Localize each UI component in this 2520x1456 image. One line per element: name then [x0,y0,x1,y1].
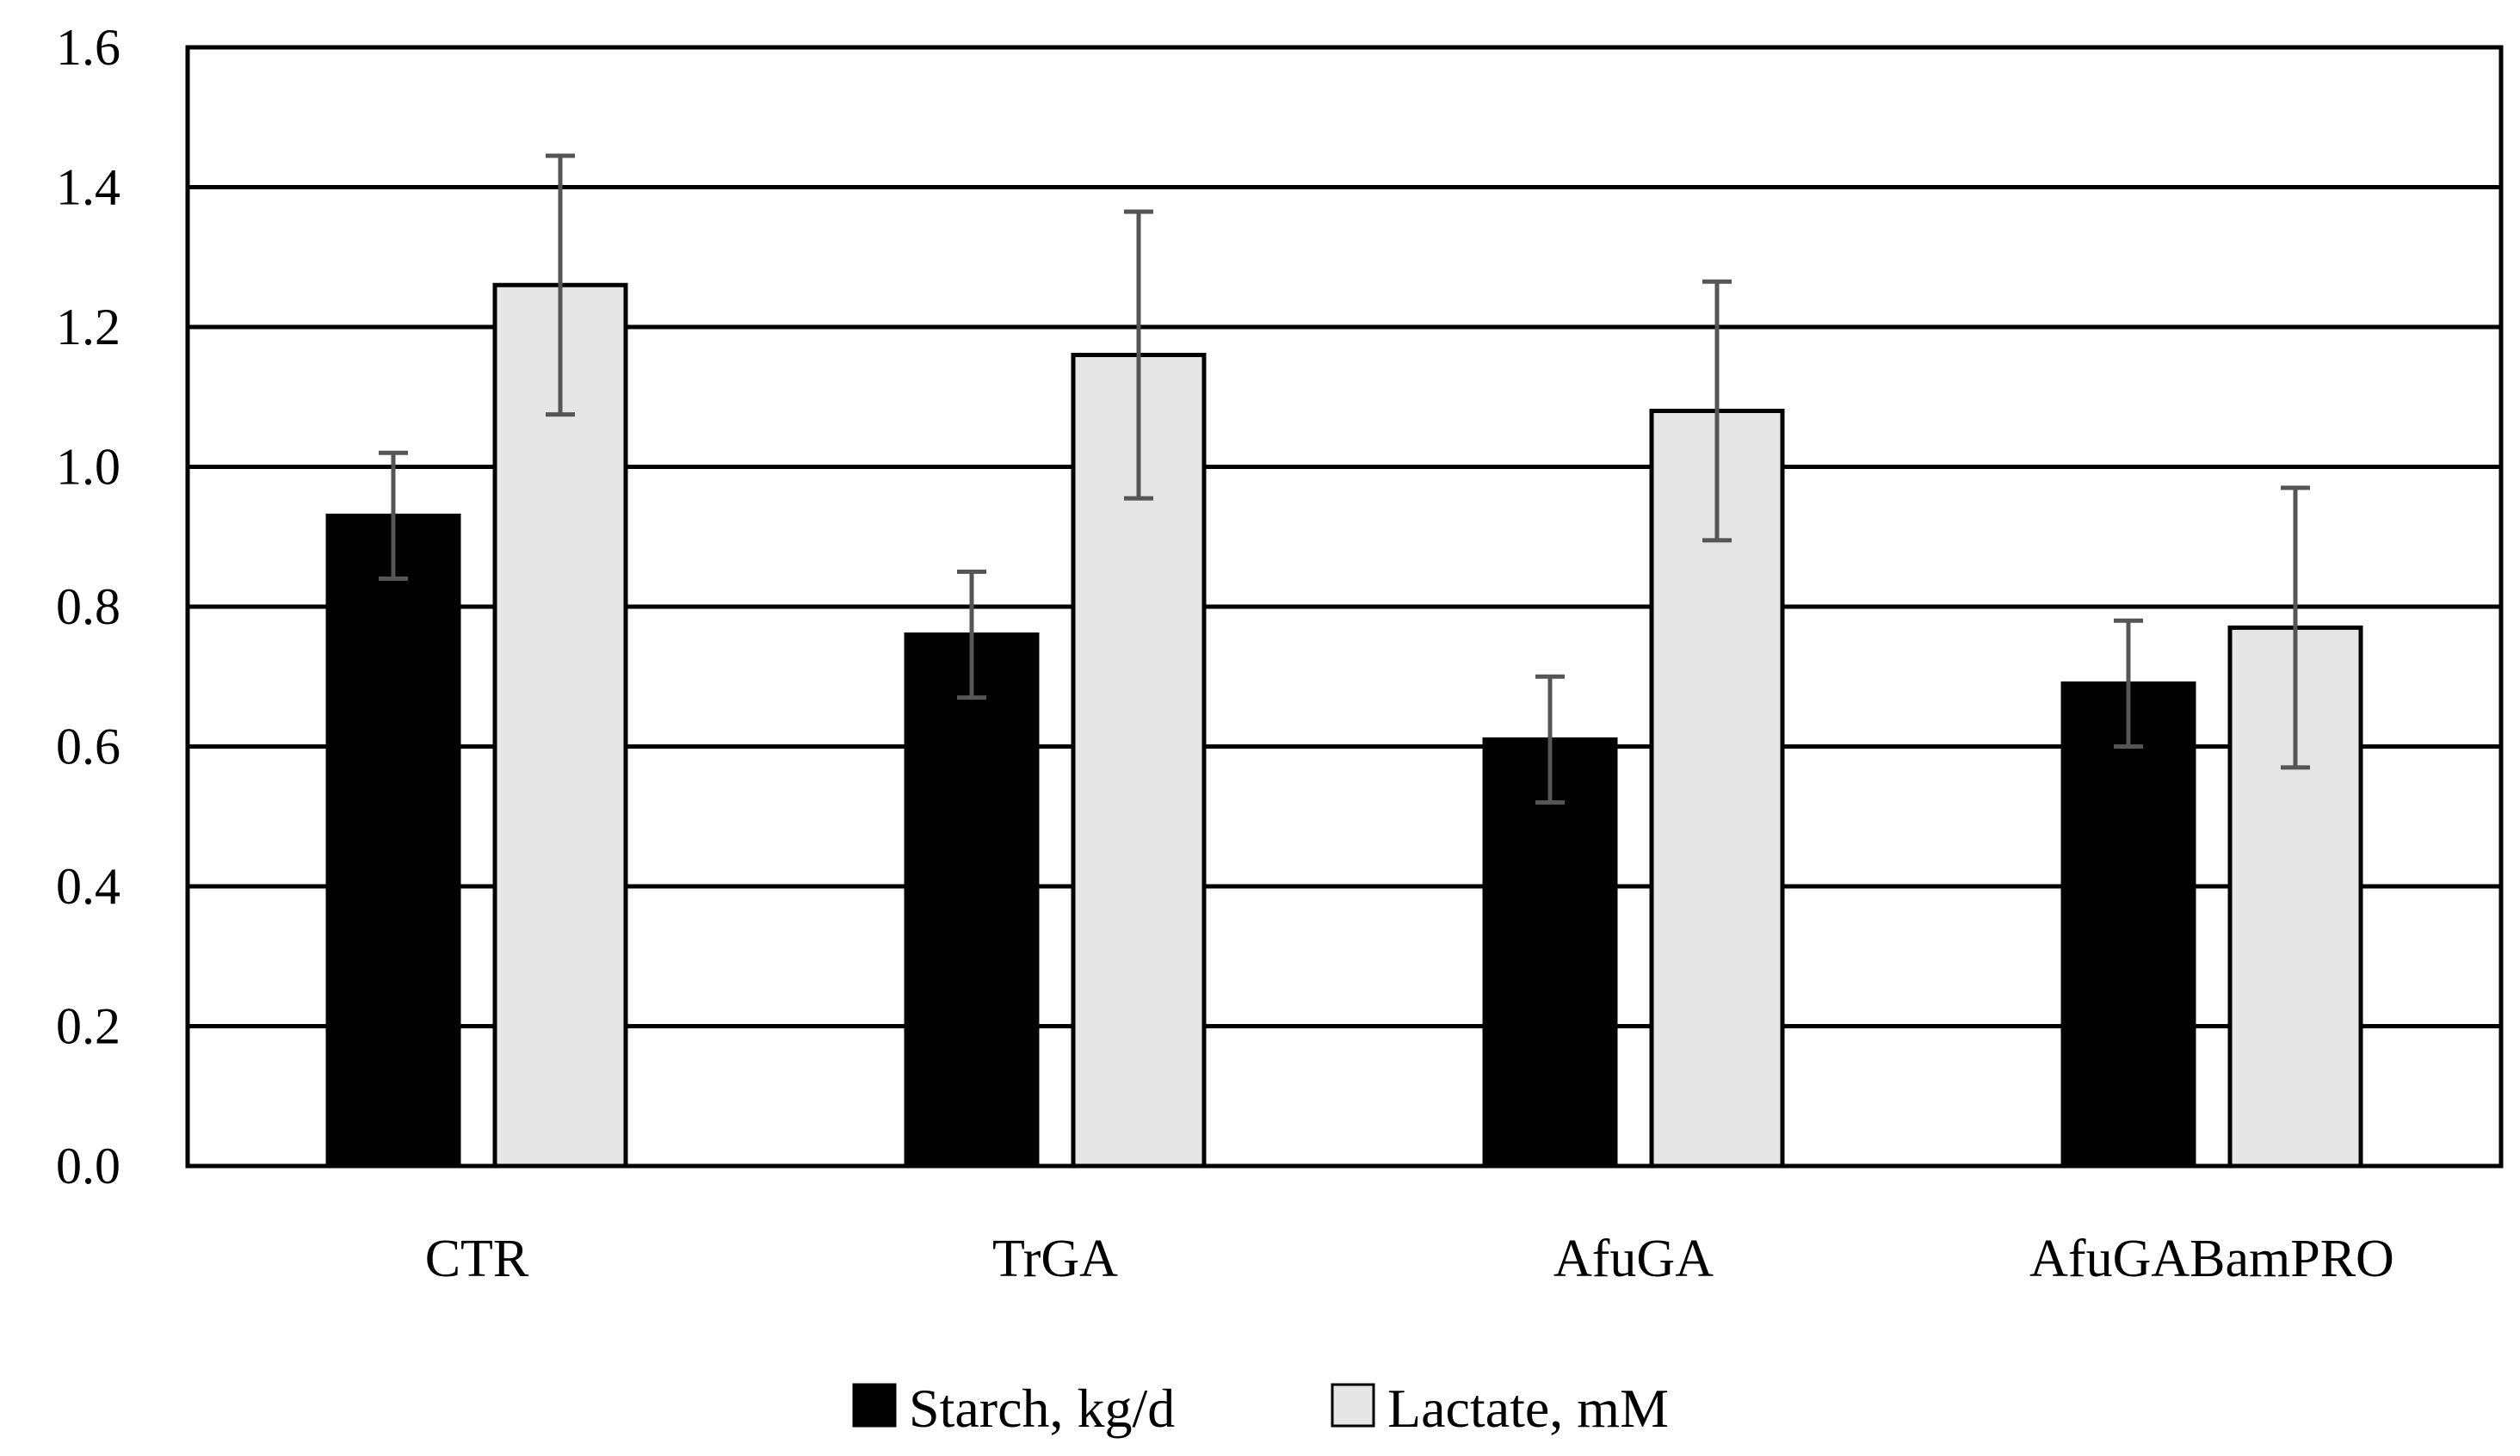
y-tick-label: 1.2 [56,299,120,355]
y-tick-label: 1.0 [56,439,120,496]
category-label: AfuGA [1553,1230,1714,1288]
x-axis-category-labels: CTR TrGA AfuGA AfuGABamPRO [425,1230,2394,1288]
legend-label-starch: Starch, kg/d [909,1378,1175,1439]
category-label: TrGA [992,1230,1118,1288]
legend-swatch-lactate [1331,1383,1375,1428]
y-tick-label: 0.2 [56,998,120,1055]
y-tick-label: 0.6 [56,719,120,775]
bars [325,282,2363,1169]
bar-starch [325,513,461,1169]
legend: Starch, kg/d Lactate, mM [852,1378,1669,1439]
bar-starch [904,632,1040,1169]
y-tick-label: 1.6 [56,19,120,76]
category-label: CTR [425,1230,529,1288]
category-label: AfuGABamPRO [2029,1230,2394,1288]
error-bars [379,153,2310,805]
legend-label-lactate: Lactate, mM [1387,1378,1669,1439]
y-axis-tick-labels: 0.0 0.2 0.4 0.6 0.8 1.0 1.2 1.4 1.6 [56,19,120,1194]
y-tick-label: 0.4 [56,858,120,915]
bar-starch [2060,681,2196,1169]
y-tick-label: 0.8 [56,578,120,635]
legend-swatch-starch [852,1383,897,1428]
plot-area-frame [185,45,2504,1169]
bar-lactate [492,282,628,1169]
y-tick-label: 1.4 [56,159,120,216]
y-tick-label: 0.0 [56,1138,120,1194]
